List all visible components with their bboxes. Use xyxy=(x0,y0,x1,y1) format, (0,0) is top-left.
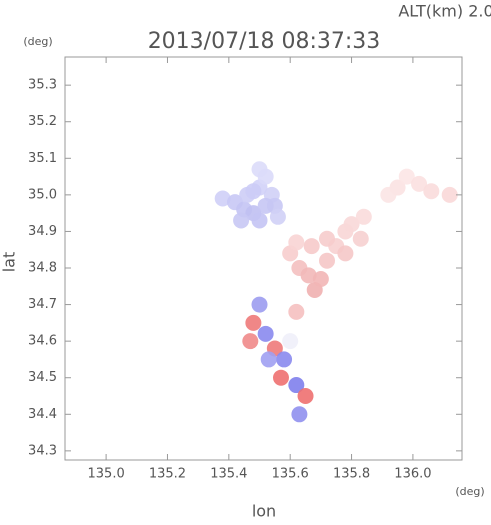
echo-cell xyxy=(297,388,314,405)
echo-cell xyxy=(282,333,299,350)
chart-title: 2013/07/18 08:37:33 xyxy=(148,29,381,54)
echo-cell xyxy=(288,377,305,394)
x-tick-label: 135.0 xyxy=(88,467,125,482)
echo-cell xyxy=(214,190,231,207)
y-unit: (deg) xyxy=(23,35,52,48)
echo-cell xyxy=(343,216,360,233)
y-tick-label: 35.3 xyxy=(28,78,57,93)
y-tick-label: 35.2 xyxy=(28,114,57,129)
y-tick-label: 35.1 xyxy=(28,151,57,166)
y-tick-label: 34.3 xyxy=(28,443,57,458)
y-tick-label: 34.6 xyxy=(28,334,57,349)
y-tick-label: 34.4 xyxy=(28,407,57,422)
x-unit: (deg) xyxy=(455,485,484,498)
x-tick-label: 135.6 xyxy=(272,467,309,482)
echo-cell xyxy=(251,161,268,178)
altitude-label: ALT(km) 2.0 xyxy=(398,2,491,21)
echo-cell xyxy=(257,325,274,342)
echo-cell xyxy=(337,245,354,262)
echo-cell xyxy=(272,369,289,386)
echo-cell xyxy=(319,252,336,269)
y-tick-label: 34.8 xyxy=(28,261,57,276)
x-axis-label: lon xyxy=(252,502,276,521)
y-axis-label: lat xyxy=(0,252,19,273)
y-tick-label: 35.0 xyxy=(28,187,57,202)
echo-cell xyxy=(380,186,397,203)
x-tick-label: 135.2 xyxy=(149,467,186,482)
echo-cell xyxy=(398,168,415,185)
y-tick-label: 34.9 xyxy=(28,224,57,239)
echo-cell xyxy=(411,175,428,192)
x-tick-label: 136.0 xyxy=(394,467,431,482)
echo-cell xyxy=(276,351,293,368)
y-tick-label: 34.5 xyxy=(28,370,57,385)
echo-cell xyxy=(269,208,286,225)
echo-cell xyxy=(245,314,262,331)
echo-cell xyxy=(288,234,305,251)
y-tick-label: 34.7 xyxy=(28,297,57,312)
echo-cell xyxy=(242,333,259,350)
echo-cell xyxy=(300,267,317,284)
echo-cell xyxy=(233,212,250,229)
echo-cell xyxy=(441,186,458,203)
echo-cell xyxy=(303,238,320,255)
plot-frame xyxy=(64,56,463,461)
x-tick-label: 135.8 xyxy=(333,467,370,482)
x-tick-label: 135.4 xyxy=(210,467,247,482)
echo-cell xyxy=(291,406,308,423)
echo-cell xyxy=(251,212,268,229)
echo-cell xyxy=(288,303,305,320)
echo-cell xyxy=(423,183,440,200)
echo-cell xyxy=(257,197,274,214)
echo-cell xyxy=(245,183,262,200)
echo-cell xyxy=(312,270,329,287)
echo-cell xyxy=(319,230,336,247)
echo-cell xyxy=(355,208,372,225)
data-layer xyxy=(214,161,458,423)
echo-cell xyxy=(251,296,268,313)
echo-cell xyxy=(352,230,369,247)
echo-cell xyxy=(260,351,277,368)
